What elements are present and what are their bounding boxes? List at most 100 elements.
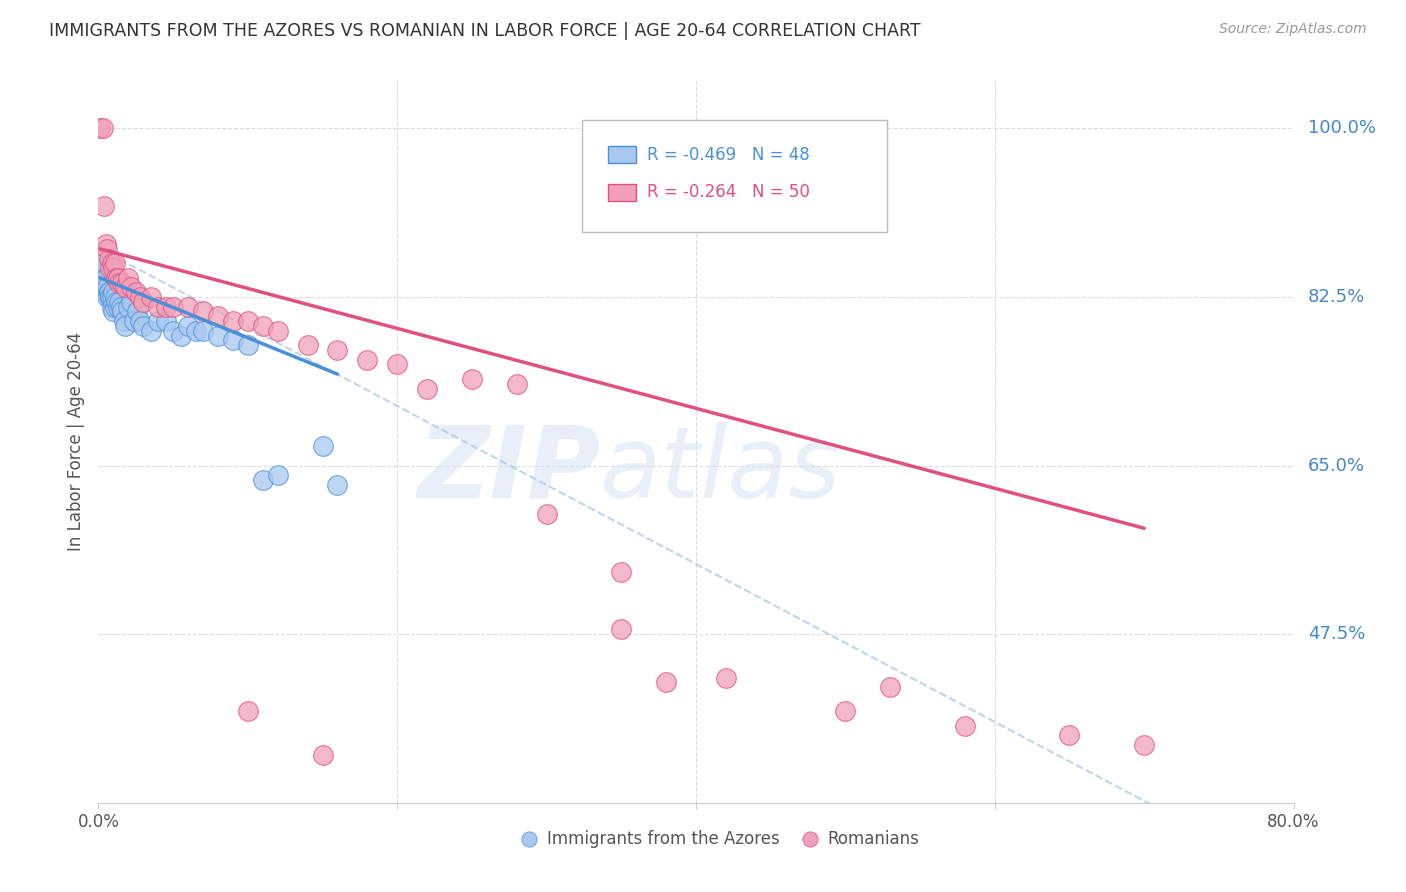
Point	[162, 324, 184, 338]
Text: 47.5%: 47.5%	[1308, 625, 1365, 643]
Point	[117, 270, 139, 285]
Point	[98, 290, 122, 304]
Point	[90, 276, 112, 290]
Point	[132, 318, 155, 333]
Point	[252, 473, 274, 487]
Point	[94, 237, 117, 252]
Point	[297, 338, 319, 352]
Point	[107, 270, 129, 285]
Point	[96, 290, 118, 304]
Point	[93, 280, 115, 294]
Point	[91, 261, 114, 276]
Text: Source: ZipAtlas.com: Source: ZipAtlas.com	[1219, 22, 1367, 37]
Text: R = -0.469   N = 48: R = -0.469 N = 48	[647, 145, 810, 164]
Text: atlas: atlas	[600, 422, 842, 519]
Point	[93, 198, 115, 212]
Point	[107, 300, 129, 314]
Point	[132, 294, 155, 309]
Point	[114, 280, 136, 294]
Point	[207, 328, 229, 343]
Point	[89, 121, 111, 136]
Point	[111, 304, 134, 318]
Point	[236, 314, 259, 328]
Text: Romanians: Romanians	[827, 830, 920, 848]
Text: Immigrants from the Azores: Immigrants from the Azores	[547, 830, 779, 848]
Point	[129, 314, 152, 328]
Point	[236, 338, 259, 352]
Point	[155, 314, 177, 328]
Point	[111, 276, 134, 290]
Point	[177, 300, 200, 314]
Point	[98, 261, 122, 276]
Point	[326, 343, 349, 357]
Point	[139, 324, 162, 338]
Point	[1133, 738, 1156, 752]
Point	[108, 294, 131, 309]
Point	[108, 276, 131, 290]
Point	[236, 704, 259, 718]
Point	[155, 300, 177, 314]
Point	[714, 671, 737, 685]
Text: 65.0%: 65.0%	[1308, 457, 1365, 475]
Point	[91, 270, 114, 285]
Text: ZIP: ZIP	[418, 422, 600, 519]
Point	[112, 314, 135, 328]
Point	[148, 300, 170, 314]
Point	[610, 623, 633, 637]
Point	[267, 468, 290, 483]
Point	[356, 352, 378, 367]
Point	[127, 304, 149, 318]
Point	[169, 328, 191, 343]
Point	[461, 372, 484, 386]
Point	[104, 256, 127, 270]
Point	[104, 290, 127, 304]
Point	[105, 270, 128, 285]
Point	[124, 314, 146, 328]
Point	[222, 314, 245, 328]
Point	[267, 324, 290, 338]
Y-axis label: In Labor Force | Age 20-64: In Labor Force | Age 20-64	[66, 332, 84, 551]
Point	[117, 300, 139, 314]
Point	[101, 290, 124, 304]
Point	[191, 324, 214, 338]
Point	[97, 285, 120, 300]
Point	[93, 256, 115, 270]
Point	[103, 304, 125, 318]
Point	[184, 324, 207, 338]
Point	[103, 261, 125, 276]
Point	[879, 680, 901, 694]
Point	[91, 121, 114, 136]
Point	[97, 285, 120, 300]
Point	[506, 376, 529, 391]
Point	[105, 294, 128, 309]
Point	[148, 314, 170, 328]
Point	[139, 290, 162, 304]
Point	[834, 704, 856, 718]
Point	[207, 310, 229, 324]
Point	[252, 318, 274, 333]
Point	[110, 300, 132, 314]
Point	[101, 300, 124, 314]
Point	[655, 675, 678, 690]
Point	[416, 382, 439, 396]
Point	[162, 300, 184, 314]
Point	[94, 285, 117, 300]
FancyBboxPatch shape	[607, 184, 637, 201]
Point	[177, 318, 200, 333]
Point	[104, 300, 127, 314]
Point	[326, 478, 349, 492]
Point	[96, 280, 118, 294]
Text: R = -0.264   N = 50: R = -0.264 N = 50	[647, 183, 810, 202]
Point	[191, 304, 214, 318]
Point	[385, 358, 409, 372]
Point	[98, 290, 122, 304]
Point	[311, 439, 333, 453]
Text: 100.0%: 100.0%	[1308, 120, 1376, 137]
Point	[125, 285, 148, 300]
Text: 82.5%: 82.5%	[1308, 288, 1365, 306]
Point	[120, 294, 142, 309]
Point	[536, 507, 558, 521]
Point	[311, 747, 333, 762]
Point	[610, 565, 633, 579]
Text: IMMIGRANTS FROM THE AZORES VS ROMANIAN IN LABOR FORCE | AGE 20-64 CORRELATION CH: IMMIGRANTS FROM THE AZORES VS ROMANIAN I…	[49, 22, 921, 40]
